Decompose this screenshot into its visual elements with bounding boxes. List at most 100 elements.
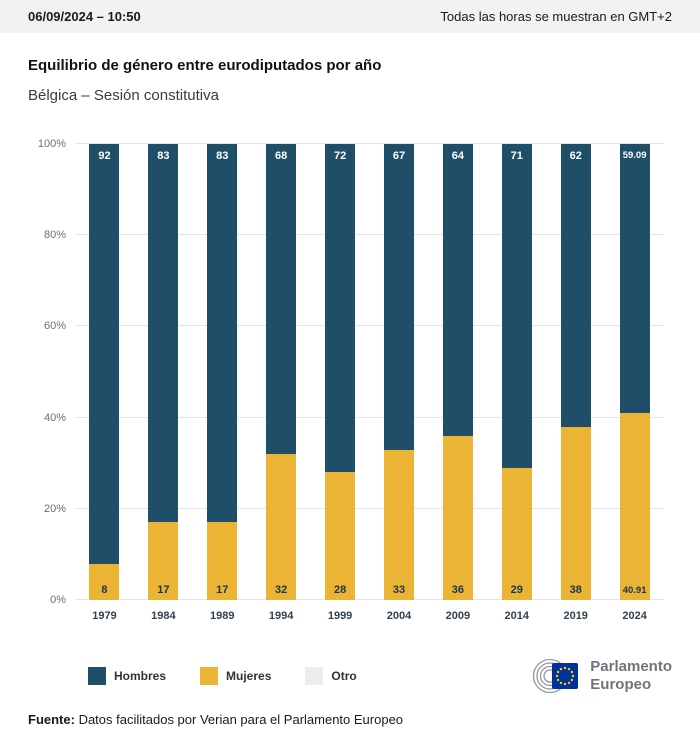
value-label: 36 — [451, 583, 465, 596]
segment-mujeres-2004[interactable]: 33 — [383, 449, 414, 600]
segment-mujeres-2009[interactable]: 36 — [442, 435, 473, 600]
x-axis-label-1989: 1989 — [210, 610, 235, 622]
stacked-bar-1994[interactable]: 68 32 — [266, 144, 297, 600]
value-label: 33 — [392, 583, 406, 596]
stacked-bar-2009[interactable]: 64 36 — [442, 144, 473, 600]
gridline — [75, 416, 664, 418]
value-label: 38 — [569, 583, 582, 596]
timestamp: 06/09/2024 – 10:50 — [28, 9, 141, 24]
value-label: 67 — [392, 150, 406, 162]
value-label: 68 — [275, 150, 288, 162]
segment-mujeres-1984[interactable]: 17 — [148, 522, 179, 600]
stacked-bar-2024[interactable]: 59.09 40.91 — [619, 144, 650, 600]
stacked-bar-2019[interactable]: 62 38 — [560, 144, 591, 600]
segment-mujeres-1999[interactable]: 28 — [325, 472, 356, 600]
stacked-bar-1979[interactable]: 92 8 — [89, 144, 120, 600]
source-label: Fuente: — [28, 712, 75, 727]
segment-hombres-1979[interactable]: 92 — [89, 144, 120, 564]
segment-mujeres-1989[interactable]: 17 — [207, 522, 238, 600]
source-text: Datos facilitados por Verian para el Par… — [74, 712, 404, 727]
segment-hombres-1999[interactable]: 72 — [325, 144, 356, 473]
x-axis-label-1984: 1984 — [151, 610, 176, 622]
segment-hombres-2009[interactable]: 64 — [442, 144, 473, 436]
segment-mujeres-2019[interactable]: 38 — [560, 426, 591, 600]
segment-mujeres-1994[interactable]: 32 — [266, 454, 297, 600]
value-label: 64 — [451, 150, 465, 162]
legend-swatch — [305, 667, 324, 685]
stacked-bar-1989[interactable]: 83 17 — [207, 144, 238, 600]
value-label: 32 — [275, 583, 288, 596]
bar-slot: 92 8 — [75, 144, 134, 600]
x-axis-label-1979: 1979 — [92, 610, 117, 622]
page-subtitle: Bélgica – Sesión constitutiva — [28, 87, 219, 104]
value-label: 59.09 — [622, 150, 647, 161]
value-label: 28 — [333, 583, 347, 596]
stacked-bar-1984[interactable]: 83 17 — [148, 144, 179, 600]
legend-label: Mujeres — [226, 669, 272, 683]
segment-mujeres-1979[interactable]: 8 — [89, 563, 120, 600]
gridline — [75, 234, 664, 236]
value-label: 83 — [216, 150, 229, 162]
gridline — [75, 507, 664, 509]
bar-slot: 64 36 — [428, 144, 487, 600]
segment-mujeres-2014[interactable]: 29 — [501, 467, 532, 600]
value-label: 62 — [569, 150, 582, 162]
segment-hombres-2019[interactable]: 62 — [560, 144, 591, 427]
y-axis-tick-label: 60% — [43, 320, 66, 333]
value-label: 29 — [510, 583, 523, 596]
legend-item-otro[interactable]: Otro — [305, 667, 357, 685]
stacked-bar-chart: 92 8 83 17 83 17 68 32 72 28 67 33 64 36 71 29 62 38 59.09… — [28, 138, 672, 622]
x-axis-label-2009: 2009 — [445, 610, 471, 622]
value-label: 17 — [216, 583, 229, 596]
stacked-bar-2014[interactable]: 71 29 — [501, 144, 532, 600]
y-axis-tick-label: 40% — [43, 411, 66, 424]
value-label: 83 — [157, 150, 170, 162]
segment-hombres-2014[interactable]: 71 — [501, 144, 532, 468]
segment-hombres-1989[interactable]: 83 — [207, 144, 238, 523]
page-title: Equilibrio de género entre eurodiputados… — [28, 57, 382, 74]
value-label: 40.91 — [622, 584, 647, 596]
bar-slot: 67 33 — [370, 144, 429, 600]
segment-hombres-1994[interactable]: 68 — [266, 144, 297, 455]
ep-logo: Parlamento Europeo — [524, 656, 672, 696]
legend-swatch — [88, 667, 106, 685]
source-note: Fuente: Datos facilitados por Verian par… — [28, 712, 672, 727]
x-axis-label-2019: 2019 — [563, 610, 588, 622]
y-axis-tick-label: 100% — [37, 138, 66, 150]
bar-slot: 72 28 — [311, 144, 370, 600]
x-axis: 1979 1984 1989 1994 1999 2004 2009 2014 2019 2024 — [75, 610, 664, 622]
timezone-note: Todas las horas se muestran en GMT+2 — [440, 9, 672, 24]
stacked-bar-2004[interactable]: 67 33 — [383, 144, 414, 600]
bar-slot: 71 29 — [487, 144, 546, 600]
ep-logo-text-line2: Europeo — [590, 676, 652, 693]
segment-mujeres-2024[interactable]: 40.91 — [619, 413, 650, 600]
value-label: 92 — [98, 150, 111, 162]
bar-slot: 59.09 40.91 — [605, 144, 664, 600]
legend-swatch — [200, 667, 219, 685]
bar-slot: 68 32 — [252, 144, 311, 600]
x-axis-label-2004: 2004 — [386, 610, 412, 622]
x-axis-label-1999: 1999 — [327, 610, 353, 622]
value-label: 72 — [333, 150, 347, 162]
segment-hombres-2024[interactable]: 59.09 — [619, 144, 650, 414]
y-axis-tick-label: 20% — [43, 502, 66, 515]
ep-logo-text: Parlamento Europeo — [590, 658, 672, 694]
y-axis-tick-label: 80% — [43, 229, 66, 242]
bar-slot: 83 17 — [134, 144, 193, 600]
top-bar: 06/09/2024 – 10:50 Todas las horas se mu… — [0, 0, 700, 33]
value-label: 71 — [510, 150, 523, 162]
y-axis-tick-label: 0% — [50, 594, 66, 606]
value-label: 17 — [157, 583, 170, 596]
bars-container: 92 8 83 17 83 17 68 32 72 28 67 33 64 36 71 29 62 38 59.09… — [75, 144, 664, 600]
segment-hombres-2004[interactable]: 67 — [383, 144, 414, 450]
bar-slot: 83 17 — [193, 144, 252, 600]
gridline — [75, 599, 664, 600]
x-axis-label-2024: 2024 — [622, 610, 647, 622]
plot-area: 92 8 83 17 83 17 68 32 72 28 67 33 64 36 71 29 62 38 59.09… — [38, 138, 664, 606]
legend-item-mujeres[interactable]: Mujeres — [200, 667, 271, 685]
legend-item-hombres[interactable]: Hombres — [88, 667, 166, 685]
eu-flag-icon — [552, 663, 579, 689]
segment-hombres-1984[interactable]: 83 — [148, 144, 179, 523]
value-label: 8 — [101, 583, 108, 596]
stacked-bar-1999[interactable]: 72 28 — [325, 144, 356, 600]
